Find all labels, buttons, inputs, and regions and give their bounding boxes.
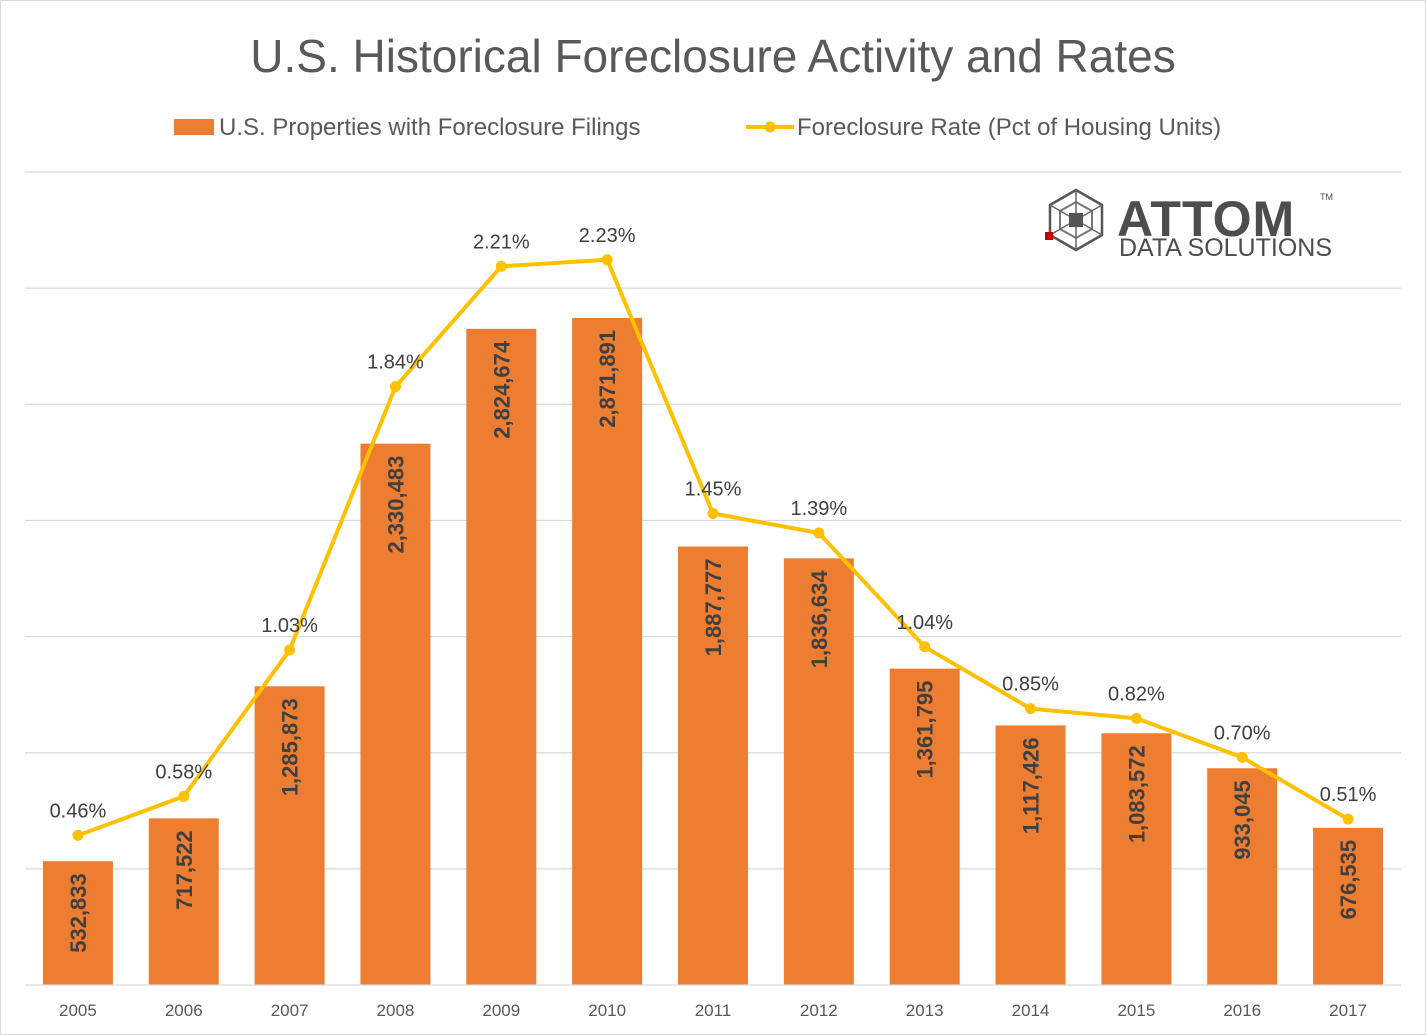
- rate-point-2011: [707, 507, 719, 519]
- rate-point-2005: [72, 829, 84, 841]
- x-tick-label: 2013: [906, 1001, 944, 1020]
- bar-value-label: 676,535: [1336, 840, 1361, 920]
- chart-title: U.S. Historical Foreclosure Activity and…: [250, 30, 1175, 82]
- bar-2014: [995, 725, 1066, 985]
- legend-line-label: Foreclosure Rate (Pct of Housing Units): [797, 114, 1221, 141]
- rate-value-label: 1.84%: [367, 352, 424, 374]
- x-tick-label: 2005: [59, 1001, 97, 1020]
- bar-value-label: 1,361,795: [913, 681, 938, 779]
- bar-value-label: 1,083,572: [1124, 745, 1149, 843]
- x-tick-label: 2008: [377, 1001, 415, 1020]
- bar-2016: [1207, 768, 1278, 985]
- rate-point-2008: [389, 381, 401, 393]
- x-tick-label: 2010: [588, 1001, 626, 1020]
- x-tick-label: 2014: [1012, 1001, 1050, 1020]
- bar-value-label: 1,117,426: [1019, 737, 1044, 834]
- legend: U.S. Properties with Foreclosure Filings…: [174, 114, 1221, 141]
- rate-value-label: 0.58%: [155, 761, 212, 783]
- bar-2012: [783, 558, 854, 985]
- x-tick-label: 2012: [800, 1001, 838, 1020]
- x-axis: 2005 2006 2007 2008 2009 2010 2011 2012 2013 2014…: [25, 984, 1401, 1020]
- x-tick-label: 2007: [271, 1001, 309, 1020]
- rate-value-label: 0.46%: [50, 800, 107, 822]
- x-tick-label: 2006: [165, 1001, 203, 1020]
- rate-point-2016: [1236, 751, 1248, 763]
- bar-value-label: 1,887,777: [701, 558, 726, 656]
- x-tick-label: 2017: [1329, 1001, 1367, 1020]
- rate-line: [72, 254, 1354, 841]
- rate-point-2012: [813, 527, 825, 539]
- rate-value-label: 2.21%: [473, 231, 530, 253]
- bar-value-label: 532,833: [66, 873, 91, 953]
- bar-value-label: 1,836,634: [807, 570, 832, 669]
- x-tick-label: 2011: [695, 1001, 732, 1020]
- x-tick-label: 2015: [1117, 1001, 1155, 1020]
- x-tick-label: 2016: [1223, 1001, 1261, 1020]
- bar-value-label: 1,285,873: [278, 698, 303, 796]
- bar-value-label: 933,045: [1230, 780, 1255, 860]
- legend-bar-swatch: [174, 119, 214, 135]
- rate-value-label: 1.04%: [896, 612, 953, 634]
- bar-2005: [42, 861, 113, 985]
- x-tick-label: 2009: [482, 1001, 520, 1020]
- bar-2006: [148, 818, 219, 985]
- rate-value-label: 0.51%: [1320, 784, 1377, 806]
- bar-2009: [466, 328, 537, 985]
- rate-point-2010: [601, 254, 613, 266]
- rate-value-label: 1.03%: [261, 615, 318, 637]
- data-labels: 532,833 717,522 1,285,873 2,330,483 2,824,67…: [50, 225, 1377, 953]
- bar-2007: [254, 686, 325, 985]
- legend-bar-label: U.S. Properties with Foreclosure Filings: [219, 114, 640, 141]
- logo-name: ATTOM: [1117, 191, 1295, 247]
- bar-2013: [889, 668, 960, 985]
- legend-line-marker: [764, 121, 776, 133]
- rate-point-2006: [178, 790, 190, 802]
- bar-value-label: 2,824,674: [489, 340, 514, 439]
- bar-2015: [1101, 733, 1172, 985]
- rate-point-2013: [919, 641, 931, 653]
- rate-point-2007: [284, 644, 296, 656]
- rate-point-2009: [495, 260, 507, 272]
- rate-value-label: 0.70%: [1214, 722, 1271, 744]
- bar-2011: [678, 546, 748, 985]
- bar-2010: [572, 317, 643, 985]
- rate-point-2014: [1025, 703, 1037, 715]
- bars: [42, 317, 1384, 985]
- logo-subtitle: DATA SOLUTIONS: [1119, 234, 1332, 262]
- attom-logo: ATTOM TM DATA SOLUTIONS: [1045, 188, 1333, 262]
- rate-point-2017: [1342, 813, 1354, 825]
- logo-trademark: TM: [1320, 192, 1333, 202]
- rate-point-2015: [1130, 712, 1142, 724]
- bar-2017: [1313, 827, 1384, 985]
- rate-value-label: 0.82%: [1108, 683, 1165, 705]
- bar-value-label: 2,330,483: [383, 456, 408, 554]
- rate-value-label: 1.39%: [790, 498, 847, 520]
- attom-emblem-icon: [1045, 188, 1104, 252]
- rate-value-label: 2.23%: [579, 225, 636, 247]
- bar-value-label: 2,871,891: [595, 330, 620, 428]
- rate-value-label: 0.85%: [1002, 674, 1059, 696]
- bar-2008: [360, 443, 431, 985]
- bar-value-label: 717,522: [172, 830, 197, 910]
- rate-value-label: 1.45%: [685, 478, 742, 500]
